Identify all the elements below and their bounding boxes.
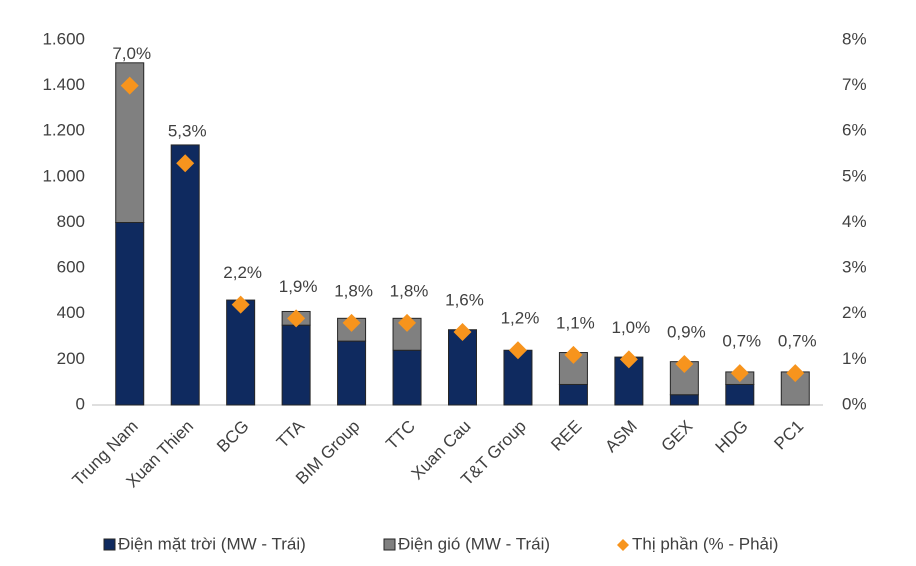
y-tick-label: 1.600 <box>42 29 85 48</box>
share-marker <box>786 364 805 383</box>
x-tick-label: TTA <box>273 416 309 452</box>
share-marker <box>675 354 694 373</box>
legend-label: Điện gió (MW - Trái) <box>398 534 550 553</box>
y2-tick-label: 4% <box>842 212 867 231</box>
legend-label: Điện mặt trời (MW - Trái) <box>118 534 306 553</box>
y-tick-label: 0 <box>76 394 85 413</box>
share-marker <box>508 341 527 360</box>
x-tick-label: TTC <box>382 417 419 454</box>
share-marker <box>120 76 139 95</box>
data-label: 1,6% <box>445 290 484 309</box>
y2-tick-label: 0% <box>842 394 867 413</box>
bar-segment <box>558 383 588 406</box>
share-marker <box>730 364 749 383</box>
y2-tick-label: 8% <box>842 29 867 48</box>
y-tick-label: 1.200 <box>42 121 85 140</box>
bar-segment <box>669 394 699 406</box>
y2-tick-label: 1% <box>842 349 867 368</box>
y-tick-label: 1.400 <box>42 75 85 94</box>
share-marker <box>619 350 638 369</box>
data-label: 0,9% <box>667 322 706 341</box>
data-label: 0,7% <box>778 332 817 351</box>
data-label: 1,1% <box>556 313 595 332</box>
data-label: 1,8% <box>390 281 429 300</box>
bar-segment <box>337 340 367 406</box>
data-label: 1,8% <box>334 281 373 300</box>
x-tick-label: ASM <box>601 417 640 456</box>
y2-tick-label: 6% <box>842 121 867 140</box>
bar-segment <box>503 349 533 406</box>
legend-swatch <box>617 539 629 551</box>
share-marker <box>564 345 583 364</box>
x-tick-label: PC1 <box>770 417 807 454</box>
x-tick-label: BCG <box>213 417 252 456</box>
x-tick-label: HDG <box>712 417 752 457</box>
y2-tick-label: 3% <box>842 258 867 277</box>
data-label: 2,2% <box>223 263 262 282</box>
bar-segment <box>281 324 311 406</box>
share-marker <box>453 323 472 341</box>
x-tick-label: GEX <box>658 417 697 456</box>
data-label: 7,0% <box>112 44 151 63</box>
y-tick-label: 200 <box>57 349 85 368</box>
x-tick-label: REE <box>547 417 585 455</box>
data-label: 5,3% <box>168 122 207 141</box>
bar-segment <box>226 299 256 406</box>
share-marker <box>398 313 417 332</box>
bar-segment <box>725 383 755 406</box>
y-tick-label: 400 <box>57 303 85 322</box>
legend-swatch <box>383 538 396 551</box>
y2-tick-label: 2% <box>842 303 867 322</box>
bar-segment <box>392 349 422 406</box>
y2-tick-label: 7% <box>842 75 867 94</box>
y2-tick-label: 5% <box>842 166 867 185</box>
bar-segment <box>115 222 145 406</box>
share-marker <box>287 309 306 328</box>
legend-swatch <box>103 538 116 551</box>
bar-segment <box>448 329 477 406</box>
bar-segment <box>170 144 200 406</box>
data-label: 1,2% <box>501 309 540 328</box>
share-marker <box>342 313 361 332</box>
y-tick-label: 600 <box>57 258 85 277</box>
legend-label: Thị phần (% - Phải) <box>632 534 778 553</box>
data-label: 1,0% <box>612 318 651 337</box>
data-label: 0,7% <box>722 332 761 351</box>
y-tick-label: 1.000 <box>42 166 85 185</box>
data-label: 1,9% <box>279 277 318 296</box>
y-tick-label: 800 <box>57 212 85 231</box>
share-marker <box>231 295 250 314</box>
share-marker <box>176 154 195 173</box>
